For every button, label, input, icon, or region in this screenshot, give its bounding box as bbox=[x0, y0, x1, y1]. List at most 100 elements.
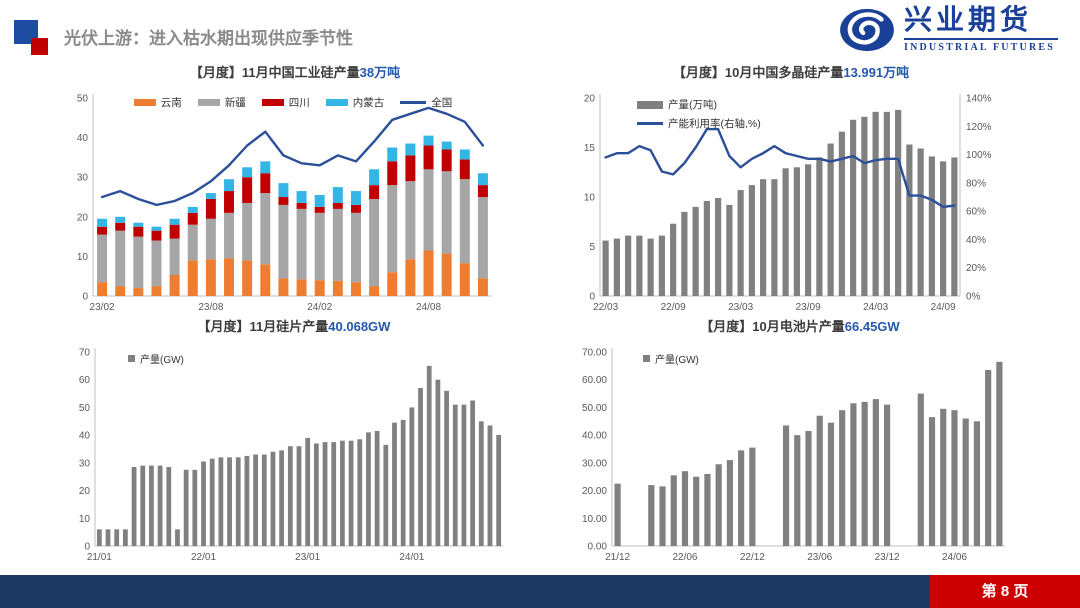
bar bbox=[748, 185, 755, 296]
bar bbox=[340, 440, 345, 546]
bar bbox=[423, 145, 434, 170]
bar bbox=[681, 211, 688, 296]
legend-label: 云南 bbox=[160, 97, 182, 109]
bar bbox=[169, 224, 180, 239]
bar bbox=[647, 238, 654, 296]
bar bbox=[192, 469, 198, 546]
bar bbox=[140, 465, 146, 546]
x-axis-tick-label: 21/12 bbox=[605, 552, 630, 563]
bar bbox=[97, 234, 108, 283]
x-axis-tick-label: 23/12 bbox=[875, 552, 900, 563]
bar bbox=[648, 485, 655, 546]
bar bbox=[477, 278, 488, 296]
legend-label: 产能利用率(右轴,%) bbox=[668, 118, 761, 130]
bar bbox=[235, 457, 241, 546]
y2-axis-tick-label: 140% bbox=[966, 94, 992, 105]
bar bbox=[350, 212, 361, 283]
bar bbox=[704, 473, 711, 546]
bar bbox=[133, 288, 144, 296]
x-axis-tick-label: 22/12 bbox=[740, 552, 765, 563]
y-axis-tick-label: 30.00 bbox=[582, 458, 607, 469]
bar bbox=[260, 173, 271, 194]
bar bbox=[658, 235, 665, 296]
legend-label: 新疆 bbox=[224, 97, 246, 109]
bar bbox=[387, 161, 398, 186]
legend-item: 四川 bbox=[261, 95, 310, 110]
bar bbox=[166, 467, 172, 546]
bar bbox=[692, 206, 699, 296]
bar bbox=[387, 185, 398, 273]
bar bbox=[115, 230, 126, 287]
y-axis-tick-label: 40 bbox=[77, 133, 89, 144]
bar bbox=[224, 191, 235, 213]
bar bbox=[175, 529, 180, 546]
bar bbox=[470, 400, 476, 546]
bar bbox=[133, 222, 144, 227]
chart-title-polysilicon: 【月度】10月中国多晶硅产量13.991万吨 bbox=[560, 62, 1022, 81]
bar bbox=[435, 379, 441, 546]
bar bbox=[861, 401, 868, 546]
bar bbox=[151, 226, 162, 231]
bar bbox=[782, 168, 789, 296]
bar bbox=[287, 446, 293, 546]
bar bbox=[461, 404, 467, 546]
x-axis-tick-label: 24/01 bbox=[399, 552, 424, 563]
bar bbox=[169, 218, 180, 225]
bar bbox=[951, 410, 958, 546]
bar bbox=[906, 144, 913, 296]
y-axis-tick-label: 0.00 bbox=[588, 542, 608, 553]
bar bbox=[322, 442, 328, 546]
chart-title-solar-cell: 【月度】10月电池片产量66.45GW bbox=[560, 316, 1040, 335]
bar bbox=[838, 131, 845, 296]
bar bbox=[693, 476, 700, 546]
y-axis-tick-label: 0 bbox=[589, 292, 595, 303]
bar bbox=[805, 430, 812, 546]
bar bbox=[314, 206, 325, 213]
chart-canvas-silicon-wafer: 0 10 20 30 40 50 60 70 21/01 22/01 23/01 24/01 bbox=[79, 348, 503, 563]
bar bbox=[332, 280, 343, 296]
bar bbox=[459, 149, 470, 160]
x-axis-tick-label: 22/01 bbox=[191, 552, 216, 563]
bar bbox=[659, 486, 666, 546]
chart-title-industrial-silicon: 【月度】11月中国工业硅产量38万吨 bbox=[60, 62, 530, 81]
y-axis-tick-label: 50 bbox=[79, 403, 91, 414]
bar bbox=[996, 361, 1003, 546]
chart-title-text: 【月度】11月硅片产量 bbox=[197, 319, 329, 334]
bar bbox=[151, 230, 162, 241]
y-axis-tick-label: 30 bbox=[79, 458, 91, 469]
bar bbox=[97, 226, 108, 235]
bar bbox=[872, 111, 879, 296]
y-axis-tick-label: 20 bbox=[77, 212, 89, 223]
bar bbox=[366, 432, 371, 546]
y-axis-tick-label: 40.00 bbox=[582, 431, 607, 442]
bar bbox=[487, 425, 493, 546]
bar bbox=[133, 236, 144, 289]
bar bbox=[115, 286, 126, 296]
legend-bar-swatch-icon bbox=[133, 99, 156, 106]
bar bbox=[260, 264, 271, 296]
bar bbox=[405, 155, 416, 182]
bar bbox=[441, 171, 452, 254]
bar bbox=[151, 286, 162, 296]
bar bbox=[477, 173, 488, 186]
bar bbox=[387, 272, 398, 296]
bar bbox=[827, 422, 835, 546]
bar bbox=[459, 179, 470, 264]
chart-title-value: 66.45GW bbox=[844, 319, 900, 334]
legend-label: 产量(万吨) bbox=[668, 99, 717, 111]
bar bbox=[332, 187, 343, 203]
bar bbox=[205, 198, 216, 219]
y-axis-tick-label: 20 bbox=[79, 486, 91, 497]
y-axis-tick-label: 15 bbox=[584, 143, 596, 154]
bar bbox=[242, 177, 253, 203]
y-axis-tick-label: 60.00 bbox=[582, 375, 607, 386]
chart-legend: 产量(GW) bbox=[128, 351, 184, 366]
legend-label: 全国 bbox=[431, 97, 453, 109]
bar bbox=[187, 224, 198, 261]
legend-bar-swatch-icon bbox=[643, 355, 650, 362]
legend-line-swatch-icon bbox=[637, 122, 663, 125]
bar bbox=[169, 275, 180, 296]
bar bbox=[670, 475, 677, 546]
legend-label: 产量(GW) bbox=[140, 355, 184, 366]
bar bbox=[296, 446, 302, 546]
